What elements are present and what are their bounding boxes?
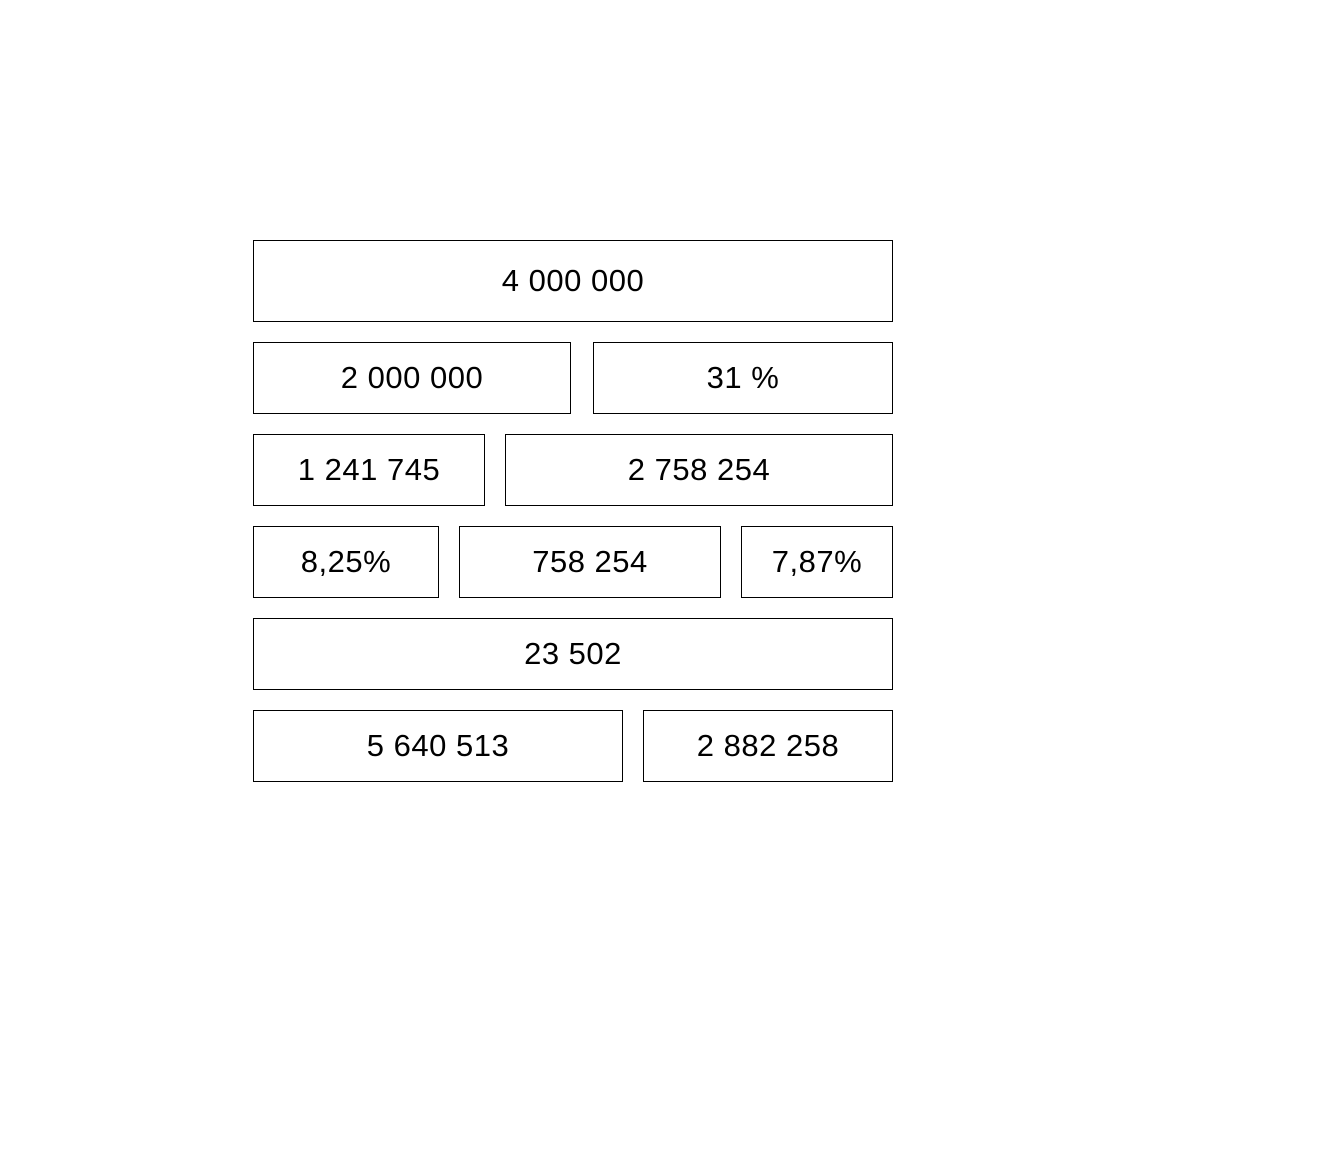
value-box: 8,25%: [253, 526, 439, 598]
row-5: 5 640 513 2 882 258: [253, 710, 893, 782]
value-box: 2 000 000: [253, 342, 571, 414]
value-box: 4 000 000: [253, 240, 893, 322]
value-box: 31 %: [593, 342, 893, 414]
row-2: 1 241 745 2 758 254: [253, 434, 893, 506]
value-box: 7,87%: [741, 526, 893, 598]
row-1: 2 000 000 31 %: [253, 342, 893, 414]
value-box: 758 254: [459, 526, 721, 598]
value-box: 5 640 513: [253, 710, 623, 782]
row-4: 23 502: [253, 618, 893, 690]
row-3: 8,25% 758 254 7,87%: [253, 526, 893, 598]
value-box: 1 241 745: [253, 434, 485, 506]
value-box: 23 502: [253, 618, 893, 690]
value-box: 2 882 258: [643, 710, 893, 782]
number-grid: 4 000 000 2 000 000 31 % 1 241 745 2 758…: [253, 240, 893, 782]
value-box: 2 758 254: [505, 434, 893, 506]
row-0: 4 000 000: [253, 240, 893, 322]
